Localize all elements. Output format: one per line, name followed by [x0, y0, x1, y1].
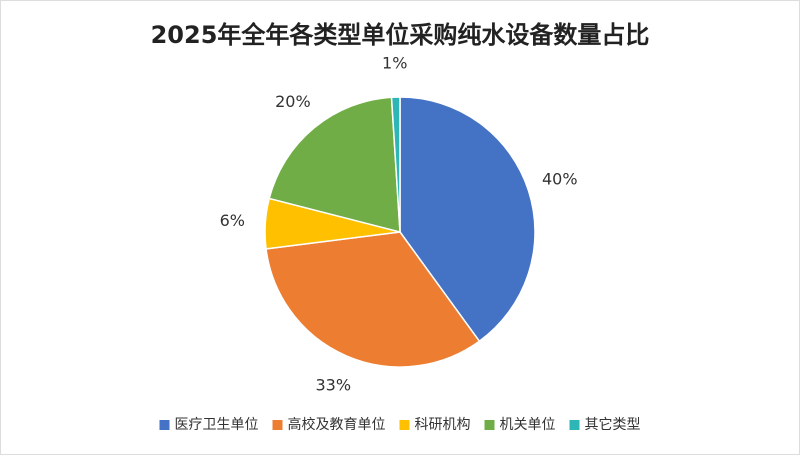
legend-swatch: [484, 420, 495, 430]
data-label: 1%: [382, 54, 407, 73]
legend-label: 机关单位: [500, 417, 556, 433]
legend-label: 其它类型: [585, 416, 641, 433]
chart-title: 2025年全年各类型单位采购纯水设备数量占比: [151, 21, 650, 49]
legend-swatch: [569, 420, 580, 430]
data-label: 40%: [542, 170, 578, 189]
legend-label: 医疗卫生单位: [175, 417, 259, 433]
pie-slice: [399, 96, 536, 343]
pie-slice: [265, 231, 481, 368]
legend: 医疗卫生单位 高校及教育单位 科研机构 机关单位 其它类型: [159, 416, 641, 433]
legend-label: 科研机构: [415, 417, 471, 433]
data-label: 33%: [315, 376, 351, 395]
legend-swatch: [399, 420, 410, 430]
data-label: 20%: [275, 92, 311, 111]
pie-slice: [268, 96, 401, 233]
legend-swatch: [159, 420, 170, 430]
legend-swatch: [272, 420, 283, 430]
pie-slice: [390, 96, 401, 233]
data-label: 6%: [220, 211, 245, 230]
legend-label: 高校及教育单位: [288, 416, 386, 433]
